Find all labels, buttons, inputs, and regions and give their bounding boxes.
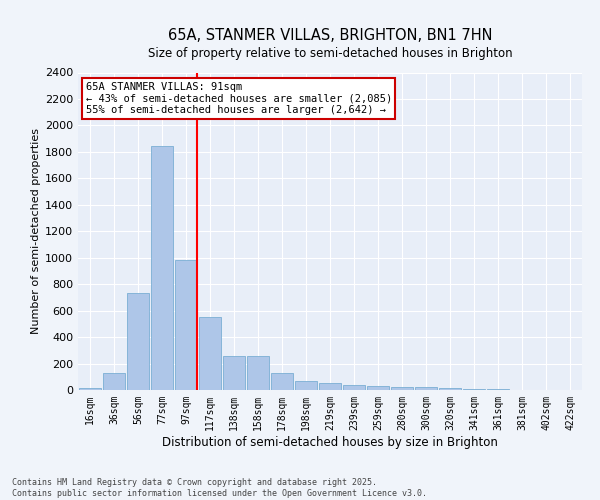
X-axis label: Distribution of semi-detached houses by size in Brighton: Distribution of semi-detached houses by … bbox=[162, 436, 498, 448]
Bar bbox=[151, 146, 173, 390]
Text: Contains HM Land Registry data © Crown copyright and database right 2025.
Contai: Contains HM Land Registry data © Crown c… bbox=[12, 478, 427, 498]
Y-axis label: Number of semi-detached properties: Number of semi-detached properties bbox=[31, 128, 41, 334]
Bar bbox=[103, 374, 125, 390]
Text: 65A STANMER VILLAS: 91sqm
← 43% of semi-detached houses are smaller (2,085)
55% : 65A STANMER VILLAS: 91sqm ← 43% of semi-… bbox=[86, 82, 392, 115]
Bar bbox=[127, 294, 149, 390]
Bar bbox=[247, 356, 269, 390]
Text: Size of property relative to semi-detached houses in Brighton: Size of property relative to semi-detach… bbox=[148, 48, 512, 60]
Bar bbox=[223, 356, 245, 390]
Bar bbox=[79, 388, 101, 390]
Bar bbox=[319, 382, 341, 390]
Bar bbox=[343, 385, 365, 390]
Bar bbox=[439, 388, 461, 390]
Bar bbox=[271, 373, 293, 390]
Bar bbox=[415, 388, 437, 390]
Bar bbox=[367, 386, 389, 390]
Bar bbox=[199, 317, 221, 390]
Bar bbox=[391, 386, 413, 390]
Text: 65A, STANMER VILLAS, BRIGHTON, BN1 7HN: 65A, STANMER VILLAS, BRIGHTON, BN1 7HN bbox=[168, 28, 492, 42]
Bar bbox=[175, 260, 197, 390]
Bar bbox=[295, 380, 317, 390]
